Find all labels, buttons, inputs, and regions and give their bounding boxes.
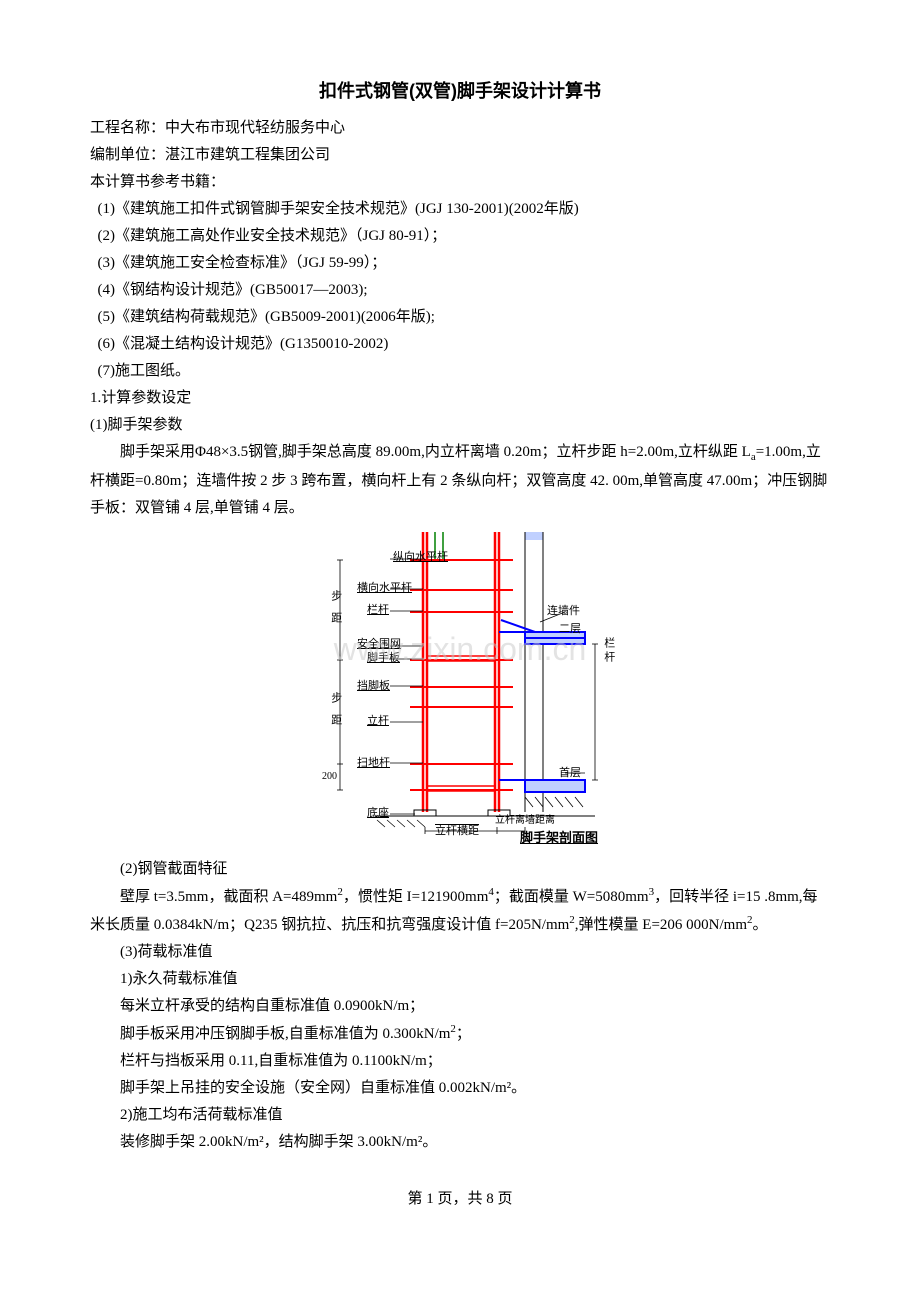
para-3-2a: 装修脚手架 2.00kN/m²，结构脚手架 3.00kN/m²。 xyxy=(90,1129,830,1156)
text: 。 xyxy=(753,917,768,933)
para-scaffold-params: 脚手架采用Φ48×3.5钢管,脚手架总高度 89.00m,内立杆离墙 0.20m… xyxy=(90,439,830,522)
ref-3: (3)《建筑施工安全检查标准》（JGJ 59-99）； xyxy=(90,250,830,277)
label-zxspg: 纵向水平杆 xyxy=(393,548,448,568)
section-1-3: (3)荷载标准值 xyxy=(90,939,830,966)
section-1-3-1: 1)永久荷载标准值 xyxy=(90,966,830,993)
text: ； xyxy=(456,1026,471,1042)
label-erceng: 二层 xyxy=(559,620,581,640)
para-3-1d: 脚手架上吊挂的安全设施（安全网）自重标准值 0.002kN/m²。 xyxy=(90,1075,830,1102)
ref-books: 本计算书参考书籍： xyxy=(90,169,830,196)
ref-2: (2)《建筑施工高处作业安全技术规范》（JGJ 80-91）； xyxy=(90,223,830,250)
text: 脚手板采用冲压钢脚手板,自重标准值为 0.300kN/m xyxy=(120,1026,450,1042)
text: ,弹性模量 E=206 000N/mm xyxy=(575,917,747,933)
text: ，惯性矩 I=121900mm xyxy=(343,889,489,905)
label-dz: 底座 xyxy=(367,804,389,824)
para-cross-section: 壁厚 t=3.5mm，截面积 A=489mm2，惯性矩 I=121900mm4；… xyxy=(90,883,830,939)
para-3-1b: 脚手板采用冲压钢脚手板,自重标准值为 0.300kN/m2； xyxy=(90,1020,830,1048)
diagram-caption: 脚手架剖面图 xyxy=(520,826,598,849)
label-sdg: 扫地杆 xyxy=(357,754,390,774)
section-1-2: (2)钢管截面特征 xyxy=(90,856,830,883)
ref-6: (6)《混凝土结构设计规范》(G1350010-2002) xyxy=(90,331,830,358)
label-lg2: 立杆 xyxy=(367,712,389,732)
text: 壁厚 t=3.5mm，截面积 A=489mm xyxy=(120,889,337,905)
ref-1: (1)《建筑施工扣件式钢管脚手架安全技术规范》(JGJ 130-2001)(20… xyxy=(90,196,830,223)
label-djb: 挡脚板 xyxy=(357,677,390,697)
label-lg: 栏杆 xyxy=(367,601,389,621)
section-1-1: (1)脚手架参数 xyxy=(90,412,830,439)
text: 脚手架采用Φ48×3.5钢管,脚手架总高度 89.00m,内立杆离墙 0.20m… xyxy=(120,444,751,460)
section-1-3-2: 2)施工均布活荷载标准值 xyxy=(90,1102,830,1129)
project-name: 工程名称：中大布市现代轻纺服务中心 xyxy=(90,115,830,142)
label-bujv-1: 步 距 xyxy=(325,590,345,627)
label-lgcg: 栏 杆 xyxy=(598,637,618,662)
text: ；截面模量 W=5080mm xyxy=(494,889,649,905)
page-footer: 第 1 页，共 8 页 xyxy=(90,1186,830,1213)
scaffold-diagram: 纵向水平杆 横向水平杆 栏杆 连墙件 二层 安全围网 脚手板 挡脚板 立杆 栏 … xyxy=(295,532,625,842)
compile-unit: 编制单位：湛江市建筑工程集团公司 xyxy=(90,142,830,169)
section-1: 1.计算参数设定 xyxy=(90,385,830,412)
diagram-container: 纵向水平杆 横向水平杆 栏杆 连墙件 二层 安全围网 脚手板 挡脚板 立杆 栏 … xyxy=(90,532,830,852)
page-title: 扣件式钢管(双管)脚手架设计计算书 xyxy=(90,75,830,107)
para-3-1c: 栏杆与挡板采用 0.11,自重标准值为 0.1100kN/m； xyxy=(90,1048,830,1075)
label-hxspg: 横向水平杆 xyxy=(357,579,412,599)
label-jsb: 脚手板 xyxy=(367,649,400,669)
label-lghe: 立杆横距 xyxy=(435,822,479,842)
label-shouceng: 首层 xyxy=(559,764,581,784)
label-bujv-2: 步 距 xyxy=(325,692,345,729)
ref-7: (7)施工图纸。 xyxy=(90,358,830,385)
ref-5: (5)《建筑结构荷载规范》(GB5009-2001)(2006年版); xyxy=(90,304,830,331)
label-lqj: 连墙件 xyxy=(547,602,580,622)
para-3-1a: 每米立杆承受的结构自重标准值 0.0900kN/m； xyxy=(90,993,830,1020)
ref-4: (4)《钢结构设计规范》(GB50017—2003); xyxy=(90,277,830,304)
label-200: 200 xyxy=(322,768,337,786)
